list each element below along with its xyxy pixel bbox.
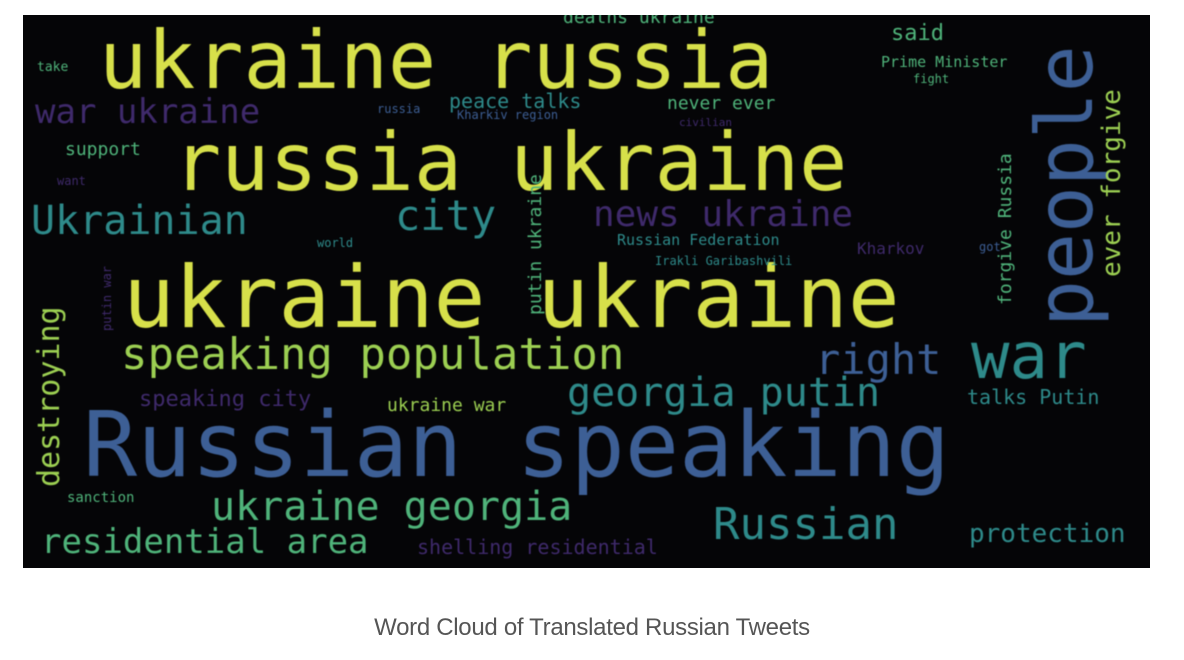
word-never-ever: never ever: [667, 93, 776, 114]
word-ukraine-russia: ukraine russia: [99, 15, 774, 107]
word-destroying: destroying: [32, 306, 67, 487]
word-support: support: [65, 139, 141, 160]
word-speaking-city: speaking city: [139, 387, 312, 412]
word-prime-minister: Prime Minister: [881, 53, 1008, 71]
word-residential-area: residential area: [41, 522, 369, 562]
word-ever-forgive: ever forgive: [1097, 89, 1127, 277]
word-people: people: [1021, 45, 1111, 327]
word-news-ukraine: news ukraine: [593, 194, 854, 235]
word-want: want: [57, 174, 86, 188]
word-deaths-ukraine: deaths ukraine: [563, 15, 715, 28]
word-shelling-residential: shelling residential: [417, 535, 658, 559]
word-protection: protection: [969, 519, 1126, 549]
word-speaking-population: speaking population: [121, 329, 625, 380]
word-russian-speaking: Russian speaking: [83, 393, 950, 498]
word-irakli-garibashvili: Irakli Garibashvili: [655, 254, 793, 268]
word-peace-talks: peace talks: [449, 89, 582, 113]
image-caption: Word Cloud of Translated Russian Tweets: [374, 614, 810, 641]
word-war-ukraine: war ukraine: [35, 92, 261, 132]
word-right: right: [815, 335, 942, 384]
word-talks-putin: talks Putin: [967, 385, 1100, 409]
word-kharkov: Kharkov: [857, 239, 925, 258]
word-forgive-russia: forgive Russia: [995, 153, 1016, 305]
word-fight: fight: [913, 72, 950, 86]
word-ukrainian: Ukrainian: [31, 198, 248, 244]
word-russian: Russian: [713, 499, 899, 550]
word-ukraine-ukraine: ukraine ukraine: [123, 248, 900, 348]
word-russia-small: russia: [377, 102, 421, 116]
word-putin-war: putin war: [100, 265, 114, 331]
word-cloud-image: ukraine russia russia ukraine ukraine uk…: [23, 15, 1150, 568]
word-civilian: civilian: [679, 116, 732, 129]
word-russian-federation: Russian Federation: [617, 231, 780, 249]
word-ukraine-georgia: ukraine georgia: [211, 484, 573, 530]
word-world: world: [317, 236, 354, 250]
word-kharkiv-region: Kharkiv region: [457, 108, 559, 122]
word-georgia-putin: georgia putin: [567, 370, 881, 416]
word-putin-ukraine: putin ukraine: [525, 174, 546, 315]
word-war: war: [971, 320, 1087, 394]
word-city: city: [395, 191, 497, 240]
word-ukraine-war: ukraine war: [387, 395, 507, 416]
word-got: got: [979, 240, 1001, 254]
word-take: take: [37, 60, 69, 75]
word-sanction: sanction: [67, 490, 135, 506]
word-russia-ukraine: russia ukraine: [173, 116, 848, 209]
word-said: said: [891, 21, 944, 46]
